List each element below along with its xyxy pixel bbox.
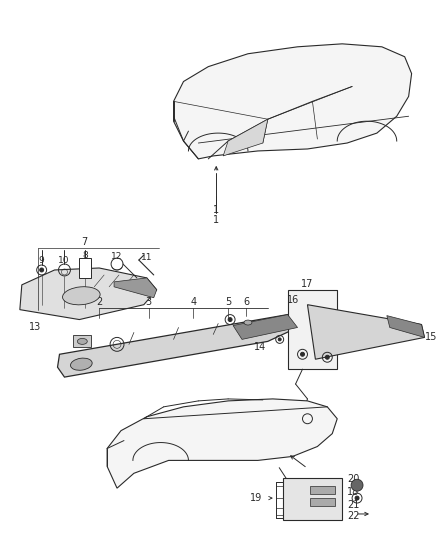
Polygon shape xyxy=(20,268,157,320)
Circle shape xyxy=(355,496,359,500)
Text: 19: 19 xyxy=(250,493,262,503)
Text: 6: 6 xyxy=(243,297,249,306)
Polygon shape xyxy=(288,290,337,369)
Polygon shape xyxy=(107,399,337,488)
Polygon shape xyxy=(307,305,424,359)
Text: 13: 13 xyxy=(28,322,41,333)
Ellipse shape xyxy=(63,287,100,305)
Bar xyxy=(79,258,91,278)
Polygon shape xyxy=(233,314,297,340)
Text: 5: 5 xyxy=(225,297,231,306)
Text: 20: 20 xyxy=(347,474,360,484)
Circle shape xyxy=(40,268,44,272)
Text: 17: 17 xyxy=(301,279,314,289)
Ellipse shape xyxy=(244,320,252,325)
Bar xyxy=(283,478,342,520)
Ellipse shape xyxy=(71,358,92,370)
Bar xyxy=(311,486,335,494)
Circle shape xyxy=(228,318,232,321)
Circle shape xyxy=(325,356,329,359)
Text: 4: 4 xyxy=(191,297,197,306)
Polygon shape xyxy=(114,278,157,298)
Text: 1: 1 xyxy=(213,215,219,225)
Text: 16: 16 xyxy=(286,295,299,305)
Text: 9: 9 xyxy=(39,255,45,264)
Text: 3: 3 xyxy=(146,297,152,306)
Polygon shape xyxy=(57,314,297,377)
Polygon shape xyxy=(173,44,412,159)
Text: 15: 15 xyxy=(424,333,437,342)
Circle shape xyxy=(351,479,363,491)
Polygon shape xyxy=(223,119,268,156)
Text: 10: 10 xyxy=(58,255,69,264)
Text: 1: 1 xyxy=(213,205,219,215)
Text: 12: 12 xyxy=(111,252,123,261)
Text: 22: 22 xyxy=(347,511,360,521)
Text: 2: 2 xyxy=(96,297,102,306)
Bar xyxy=(311,498,335,506)
Bar xyxy=(74,335,91,348)
Circle shape xyxy=(300,352,304,356)
Text: 21: 21 xyxy=(347,500,360,510)
Text: 14: 14 xyxy=(254,342,266,352)
Text: 11: 11 xyxy=(141,253,152,262)
Text: 7: 7 xyxy=(81,237,88,247)
Text: 8: 8 xyxy=(82,251,88,260)
Circle shape xyxy=(278,338,281,341)
Text: 11: 11 xyxy=(131,283,143,293)
Text: 18: 18 xyxy=(347,487,360,497)
Polygon shape xyxy=(387,316,424,337)
Ellipse shape xyxy=(78,338,87,344)
